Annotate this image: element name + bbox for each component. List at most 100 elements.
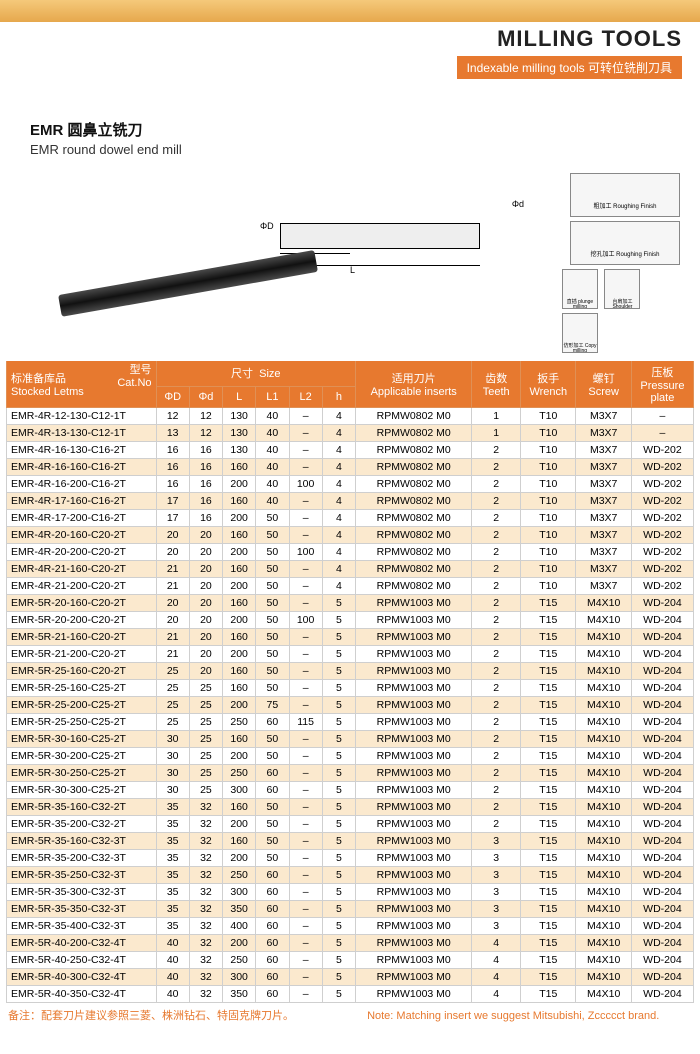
table-cell: WD-204 — [631, 748, 693, 765]
table-cell: RPMW0802 M0 — [356, 544, 472, 561]
table-cell: 40 — [256, 476, 289, 493]
table-cell: 40 — [156, 986, 189, 1003]
table-cell: – — [289, 969, 322, 986]
table-cell: 5 — [322, 952, 355, 969]
table-cell: T10 — [521, 442, 576, 459]
table-cell: 25 — [156, 663, 189, 680]
table-row: EMR-5R-25-200-C25-2T252520075–5RPMW1003 … — [7, 697, 694, 714]
table-cell: 5 — [322, 612, 355, 629]
page: MILLING TOOLS Indexable milling tools 可转… — [0, 0, 700, 1031]
table-cell: 3 — [472, 850, 521, 867]
table-body: EMR-4R-12-130-C12-1T121213040–4RPMW0802 … — [7, 408, 694, 1003]
table-cell: EMR-4R-20-160-C20-2T — [7, 527, 157, 544]
table-cell: RPMW0802 M0 — [356, 442, 472, 459]
table-cell: 50 — [256, 799, 289, 816]
table-cell: – — [289, 629, 322, 646]
table-cell: 2 — [472, 595, 521, 612]
table-cell: T15 — [521, 833, 576, 850]
table-cell: 2 — [472, 476, 521, 493]
table-cell: 5 — [322, 731, 355, 748]
plunge-milling-icon: 直插 plunge milling — [562, 269, 598, 309]
table-cell: 60 — [256, 986, 289, 1003]
table-cell: EMR-4R-17-200-C16-2T — [7, 510, 157, 527]
table-cell: EMR-5R-30-300-C25-2T — [7, 782, 157, 799]
table-cell: 25 — [189, 680, 222, 697]
table-cell: 100 — [289, 612, 322, 629]
table-cell: 60 — [256, 952, 289, 969]
table-cell: EMR-5R-30-200-C25-2T — [7, 748, 157, 765]
table-cell: 5 — [322, 833, 355, 850]
table-cell: WD-204 — [631, 986, 693, 1003]
table-cell: – — [289, 816, 322, 833]
table-cell: 5 — [322, 918, 355, 935]
table-cell: EMR-4R-21-160-C20-2T — [7, 561, 157, 578]
table-cell: – — [289, 510, 322, 527]
hdr-L2: L2 — [289, 386, 322, 407]
table-cell: 2 — [472, 731, 521, 748]
table-cell: 4 — [322, 561, 355, 578]
table-cell: 2 — [472, 442, 521, 459]
table-cell: – — [631, 425, 693, 442]
table-cell: WD-204 — [631, 646, 693, 663]
hdr-teeth: 齿数 Teeth — [472, 361, 521, 408]
table-cell: WD-204 — [631, 816, 693, 833]
table-cell: T15 — [521, 952, 576, 969]
table-cell: 32 — [189, 986, 222, 1003]
table-cell: WD-204 — [631, 969, 693, 986]
table-cell: RPMW1003 M0 — [356, 799, 472, 816]
table-cell: T10 — [521, 408, 576, 425]
table-cell: EMR-5R-30-160-C25-2T — [7, 731, 157, 748]
table-cell: M4X10 — [576, 765, 631, 782]
table-row: EMR-5R-25-250-C25-2T2525250601155RPMW100… — [7, 714, 694, 731]
table-cell: M4X10 — [576, 918, 631, 935]
table-cell: 350 — [223, 986, 256, 1003]
table-cell: 2 — [472, 680, 521, 697]
table-cell: 160 — [223, 629, 256, 646]
table-cell: T15 — [521, 646, 576, 663]
table-cell: M4X10 — [576, 629, 631, 646]
table-cell: 20 — [156, 595, 189, 612]
table-cell: WD-202 — [631, 476, 693, 493]
table-cell: 5 — [322, 595, 355, 612]
table-cell: EMR-4R-16-130-C16-2T — [7, 442, 157, 459]
table-cell: M4X10 — [576, 952, 631, 969]
table-cell: 50 — [256, 833, 289, 850]
table-cell: 300 — [223, 782, 256, 799]
table-cell: M3X7 — [576, 493, 631, 510]
table-cell: T15 — [521, 680, 576, 697]
hdr-catno-en: Cat.No — [117, 377, 151, 389]
table-row: EMR-4R-16-130-C16-2T161613040–4RPMW0802 … — [7, 442, 694, 459]
table-cell: 30 — [156, 782, 189, 799]
table-cell: 5 — [322, 782, 355, 799]
table-cell: 40 — [156, 935, 189, 952]
table-cell: M4X10 — [576, 799, 631, 816]
table-cell: M4X10 — [576, 986, 631, 1003]
table-cell: RPMW1003 M0 — [356, 697, 472, 714]
shoulder-milling-icon: 台肩加工 Shoulder milling — [604, 269, 640, 309]
table-cell: 2 — [472, 646, 521, 663]
table-cell: 2 — [472, 459, 521, 476]
table-cell: RPMW0802 M0 — [356, 493, 472, 510]
table-cell: 2 — [472, 544, 521, 561]
table-cell: 32 — [189, 901, 222, 918]
table-cell: RPMW1003 M0 — [356, 833, 472, 850]
table-cell: T15 — [521, 714, 576, 731]
table-cell: T15 — [521, 765, 576, 782]
hdr-h: h — [322, 386, 355, 407]
hdr-L: L — [223, 386, 256, 407]
product-title: EMR 圆鼻立铣刀 EMR round dowel end mill — [30, 119, 700, 157]
diagram-area: ΦD Φd L1 L 粗加工 Roughing Finish 挖孔加工 Roug… — [0, 163, 700, 353]
table-cell: WD-202 — [631, 561, 693, 578]
table-cell: M3X7 — [576, 510, 631, 527]
table-cell: 20 — [156, 544, 189, 561]
table-cell: 32 — [189, 952, 222, 969]
table-row: EMR-5R-40-200-C32-4T403220060–5RPMW1003 … — [7, 935, 694, 952]
table-cell: 12 — [189, 425, 222, 442]
table-cell: M4X10 — [576, 663, 631, 680]
table-cell: 200 — [223, 646, 256, 663]
table-cell: 32 — [189, 969, 222, 986]
table-cell: 21 — [156, 578, 189, 595]
table-cell: 100 — [289, 476, 322, 493]
table-row: EMR-5R-30-250-C25-2T302525060–5RPMW1003 … — [7, 765, 694, 782]
table-cell: – — [289, 918, 322, 935]
